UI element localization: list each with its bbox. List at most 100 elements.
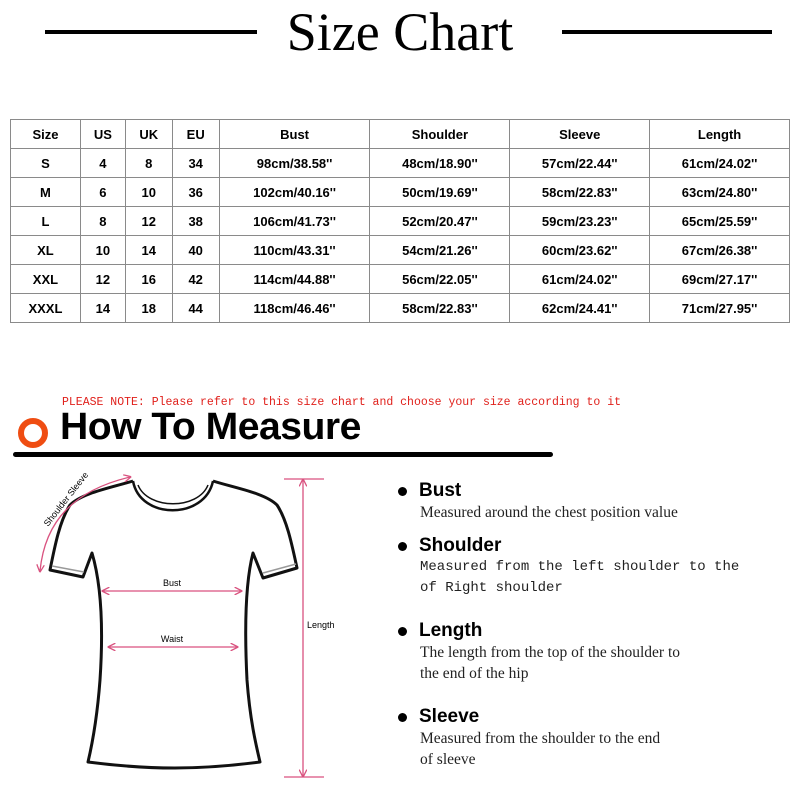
table-cell: 12 xyxy=(79,264,126,294)
measure-item-text: Measured from the left shoulder to the xyxy=(420,559,740,575)
section-title: How To Measure xyxy=(60,406,361,448)
table-cell: 50cm/19.69'' xyxy=(369,177,511,207)
measure-item-heading: Shoulder xyxy=(398,535,739,557)
table-cell: 58cm/22.83'' xyxy=(369,293,511,323)
table-cell: 52cm/20.47'' xyxy=(369,206,511,236)
table-cell: 65cm/25.59'' xyxy=(649,206,790,236)
table-cell: 61cm/24.02'' xyxy=(509,264,651,294)
column-header: Size xyxy=(10,119,81,149)
measure-item-heading: Bust xyxy=(398,480,678,502)
table-cell: 34 xyxy=(171,148,220,178)
table-cell: 58cm/22.83'' xyxy=(509,177,651,207)
table-cell: 69cm/27.17'' xyxy=(649,264,790,294)
table-cell: 110cm/43.31'' xyxy=(218,235,371,265)
measure-item-text: of Right shoulder xyxy=(420,580,563,596)
measure-item-text: The length from the top of the shoulder … xyxy=(420,644,680,661)
waist-label: Waist xyxy=(161,634,184,644)
table-row: M 6 10 36 102cm/40.16'' 50cm/19.69'' 58cm/22.8… xyxy=(10,177,790,207)
table-cell: 54cm/21.26'' xyxy=(369,235,511,265)
table-cell: 62cm/24.41'' xyxy=(509,293,651,323)
measure-item-heading: Sleeve xyxy=(398,706,660,728)
table-cell: S xyxy=(10,148,81,178)
bullet-icon xyxy=(398,626,407,636)
measure-item-text: of sleeve xyxy=(420,751,476,768)
size-chart-table: Size US UK EU Bust Shoulder Sleeve Length S 4 8 34… xyxy=(10,119,790,323)
column-header: Length xyxy=(649,119,790,149)
measure-item-label: Bust xyxy=(419,480,462,501)
title-rule-left xyxy=(45,30,257,34)
table-cell: 63cm/24.80'' xyxy=(649,177,790,207)
table-cell: 16 xyxy=(124,264,173,294)
table-cell: 106cm/41.73'' xyxy=(218,206,371,236)
table-cell: 10 xyxy=(79,235,126,265)
orange-circle-icon xyxy=(18,418,48,448)
table-cell: 114cm/44.88'' xyxy=(218,264,371,294)
table-cell: 71cm/27.95'' xyxy=(649,293,790,323)
bullet-icon xyxy=(398,541,407,551)
tshirt-outline xyxy=(48,479,299,770)
table-row: L 8 12 38 106cm/41.73'' 52cm/20.47'' 59cm/23.2… xyxy=(10,206,790,236)
measure-item-bust: Bust Measured around the chest position v… xyxy=(398,480,678,523)
title-rule-right xyxy=(562,30,772,34)
table-cell: M xyxy=(10,177,81,207)
bust-label: Bust xyxy=(163,578,182,588)
table-cell: 10 xyxy=(124,177,173,207)
table-cell: 48cm/18.90'' xyxy=(369,148,511,178)
table-cell: 40 xyxy=(171,235,220,265)
measure-item-text: Measured around the chest position value xyxy=(420,504,678,521)
table-row: XXXL 14 18 44 118cm/46.46'' 58cm/22.83'' 62cm/… xyxy=(10,293,790,323)
measure-item-shoulder: Shoulder Measured from the left shoulder … xyxy=(398,535,739,599)
table-row: XXL 12 16 42 114cm/44.88'' 56cm/22.05'' 61cm/2… xyxy=(10,264,790,294)
measure-item-sleeve: Sleeve Measured from the shoulder to the … xyxy=(398,706,660,770)
table-cell: 36 xyxy=(171,177,220,207)
table-cell: 8 xyxy=(79,206,126,236)
table-cell: 98cm/38.58'' xyxy=(218,148,371,178)
column-header: UK xyxy=(124,119,173,149)
shoulder-sleeve-label: Shoulder Sleeve xyxy=(42,470,91,528)
measure-item-text: Measured from the shoulder to the end xyxy=(420,730,661,747)
length-label: Length xyxy=(307,620,335,630)
page-title: Size Chart xyxy=(286,2,514,62)
table-cell: XXL xyxy=(10,264,81,294)
table-cell: 59cm/23.23'' xyxy=(509,206,651,236)
table-cell: 56cm/22.05'' xyxy=(369,264,511,294)
table-cell: 60cm/23.62'' xyxy=(509,235,651,265)
measure-item-length: Length The length from the top of the sho… xyxy=(398,620,680,684)
column-header: US xyxy=(79,119,126,149)
table-cell: XXXL xyxy=(10,293,81,323)
column-header: Sleeve xyxy=(509,119,651,149)
table-cell: 14 xyxy=(79,293,126,323)
table-cell: XL xyxy=(10,235,81,265)
bullet-icon xyxy=(398,486,407,496)
table-row: S 4 8 34 98cm/38.58'' 48cm/18.90'' 57cm/22.44'… xyxy=(10,148,790,178)
table-cell: 44 xyxy=(171,293,220,323)
bullet-icon xyxy=(398,712,407,722)
tshirt-collar xyxy=(131,480,215,512)
table-header-row: Size US UK EU Bust Shoulder Sleeve Length xyxy=(10,119,790,149)
table-cell: 102cm/40.16'' xyxy=(218,177,371,207)
shoulder-sleeve-arrow xyxy=(40,477,130,571)
measure-item-label: Shoulder xyxy=(419,535,502,556)
table-cell: 8 xyxy=(124,148,173,178)
table-row: XL 10 14 40 110cm/43.31'' 54cm/21.26'' 60cm/23… xyxy=(10,235,790,265)
table-cell: 118cm/46.46'' xyxy=(218,293,371,323)
table-cell: 14 xyxy=(124,235,173,265)
size-chart-header: Size Chart xyxy=(0,0,800,64)
column-header: EU xyxy=(171,119,220,149)
tshirt-diagram: Shoulder Sleeve Bust Waist Length xyxy=(0,470,335,778)
measure-item-label: Sleeve xyxy=(419,706,480,727)
table-cell: 4 xyxy=(79,148,126,178)
measure-item-heading: Length xyxy=(398,620,680,642)
table-cell: 57cm/22.44'' xyxy=(509,148,651,178)
collar-inner xyxy=(137,484,209,505)
table-cell: 38 xyxy=(171,206,220,236)
table-cell: 18 xyxy=(124,293,173,323)
measure-item-text: the end of the hip xyxy=(420,665,529,682)
column-header: Bust xyxy=(218,119,371,149)
please-note: PLEASE NOTE: Please refer to this size c… xyxy=(62,396,621,409)
table-cell: 67cm/26.38'' xyxy=(649,235,790,265)
table-cell: 61cm/24.02'' xyxy=(649,148,790,178)
table-cell: 6 xyxy=(79,177,126,207)
table-cell: L xyxy=(10,206,81,236)
table-cell: 42 xyxy=(171,264,220,294)
